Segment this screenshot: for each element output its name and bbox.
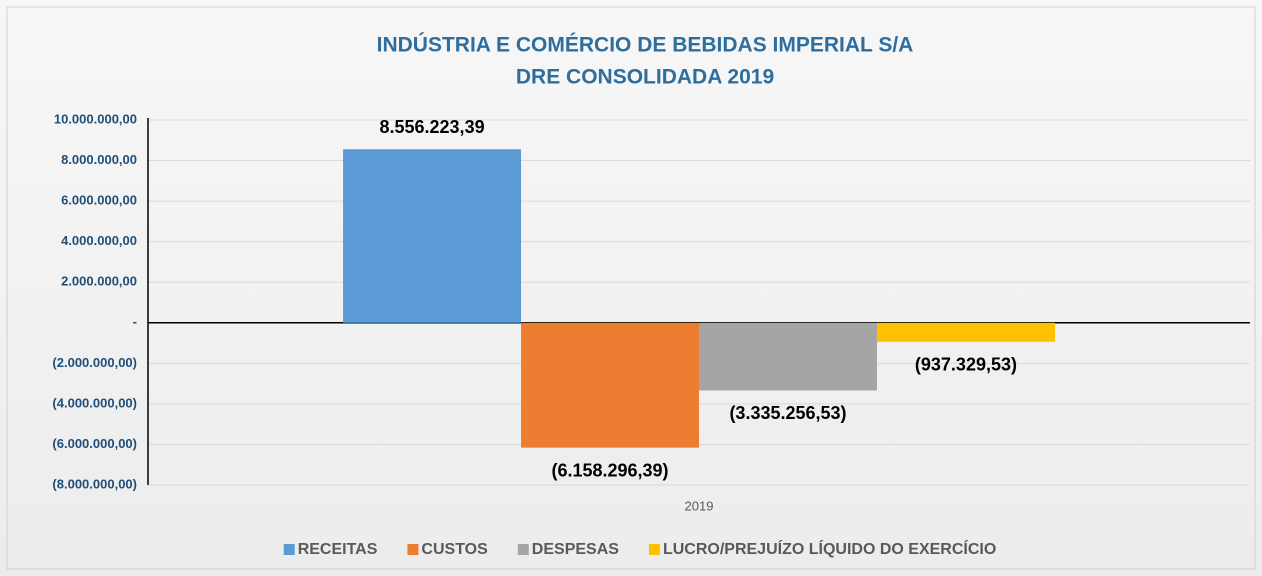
data-label: 8.556.223,39 (379, 117, 484, 137)
y-tick-label: 2.000.000,00 (61, 274, 137, 289)
data-label: (937.329,53) (915, 355, 1017, 375)
legend-swatch (517, 544, 529, 555)
data-label: (3.335.256,53) (729, 403, 846, 423)
y-tick-label: (8.000.000,00) (52, 476, 137, 491)
bar (343, 149, 522, 323)
y-tick-label: (6.000.000,00) (52, 436, 137, 451)
y-tick-label: (4.000.000,00) (52, 395, 137, 410)
y-tick-label: 8.000.000,00 (61, 152, 137, 167)
data-label: (6.158.296,39) (551, 460, 668, 480)
legend-swatch (648, 544, 660, 555)
legend-label: CUSTOS (421, 541, 488, 558)
legend-label: RECEITAS (298, 541, 378, 558)
legend-label: LUCRO/PREJUÍZO LÍQUIDO DO EXERCÍCIO (663, 539, 996, 558)
chart-title: INDÚSTRIA E COMÉRCIO DE BEBIDAS IMPERIAL… (377, 33, 914, 57)
bar (521, 322, 699, 448)
y-tick-label: 10.000.000,00 (54, 111, 137, 126)
y-tick-label: 6.000.000,00 (61, 193, 137, 208)
y-tick-label: 4.000.000,00 (61, 233, 137, 248)
chart-title: DRE CONSOLIDADA 2019 (516, 66, 774, 89)
bar (876, 322, 1055, 342)
y-tick-label: - (133, 314, 137, 329)
legend-swatch (407, 544, 419, 555)
y-tick-label: (2.000.000,00) (52, 355, 137, 370)
x-tick-label: 2019 (685, 498, 714, 513)
legend-swatch (283, 544, 295, 555)
frame (6, 6, 1256, 570)
bar (699, 322, 877, 391)
legend-label: DESPESAS (532, 541, 619, 558)
